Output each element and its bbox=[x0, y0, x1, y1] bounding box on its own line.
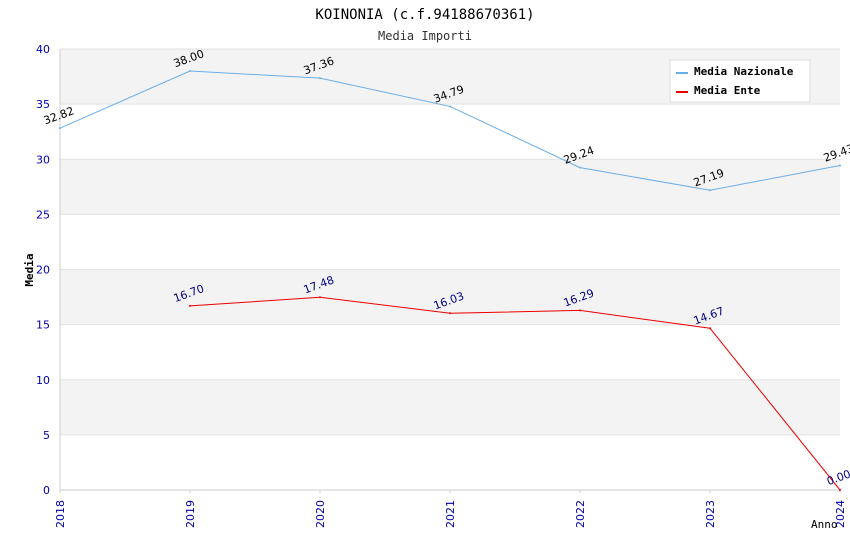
data-point bbox=[319, 296, 321, 299]
data-point bbox=[839, 489, 841, 491]
y-tick-label: 5 bbox=[43, 429, 50, 442]
data-point bbox=[839, 164, 841, 167]
data-point bbox=[709, 189, 711, 192]
data-point bbox=[319, 77, 321, 80]
data-point bbox=[189, 304, 191, 307]
grid-band bbox=[60, 269, 840, 325]
data-point bbox=[189, 70, 191, 73]
chart-subtitle: Media Importi bbox=[378, 29, 472, 43]
data-point bbox=[579, 166, 581, 169]
y-tick-label: 15 bbox=[36, 319, 50, 332]
y-tick-label: 40 bbox=[36, 43, 50, 56]
data-point bbox=[449, 312, 451, 315]
x-tick-label: 2019 bbox=[184, 500, 197, 528]
x-tick-label: 2020 bbox=[314, 500, 327, 528]
y-axis-label: Media bbox=[23, 253, 36, 286]
legend: Media Nazionale Media Ente bbox=[669, 59, 811, 103]
grid-band bbox=[60, 159, 840, 215]
y-tick-label: 30 bbox=[36, 153, 50, 166]
y-tick-label: 35 bbox=[36, 98, 50, 111]
y-tick-label: 10 bbox=[36, 374, 50, 387]
data-label: 0.00 bbox=[825, 467, 850, 488]
data-point bbox=[59, 127, 61, 130]
grid-band bbox=[60, 379, 840, 435]
chart-title: KOINONIA (c.f.94188670361) bbox=[315, 7, 534, 23]
data-point bbox=[709, 327, 711, 330]
y-tick-label: 25 bbox=[36, 208, 50, 221]
legend-label-nazionale: Media Nazionale bbox=[694, 65, 794, 78]
axes: 0 5 10 15 20 25 30 35 40 2018 2019 2020 2021 2022 2023… bbox=[36, 43, 847, 528]
x-tick-label: 2018 bbox=[54, 500, 67, 528]
series-line-1 bbox=[189, 296, 841, 491]
x-tick-label: 2024 bbox=[834, 500, 847, 528]
x-tick-label: 2022 bbox=[574, 500, 587, 528]
grid-bands bbox=[60, 48, 840, 491]
y-tick-label: 20 bbox=[36, 264, 50, 277]
legend-box bbox=[669, 59, 811, 103]
y-tick-label: 0 bbox=[43, 484, 50, 497]
x-tick-label: 2021 bbox=[444, 500, 457, 528]
data-point bbox=[579, 309, 581, 312]
data-point bbox=[449, 105, 451, 108]
x-axis-label: Anno bbox=[811, 518, 838, 531]
x-tick-label: 2023 bbox=[704, 500, 717, 528]
legend-label-ente: Media Ente bbox=[694, 84, 761, 97]
